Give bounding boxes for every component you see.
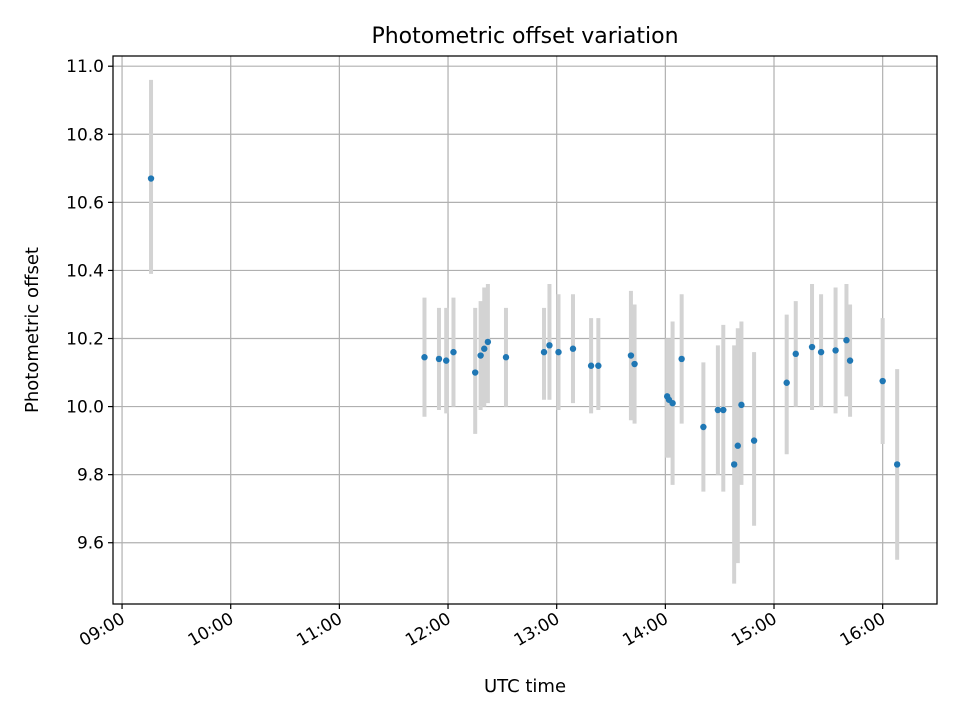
data-point	[730, 461, 738, 468]
x-axis-label: UTC time	[484, 676, 566, 697]
data-point	[792, 350, 799, 358]
data-point	[879, 377, 886, 385]
data-point	[443, 357, 450, 364]
plot-frame	[112, 55, 938, 605]
data-point	[678, 355, 685, 363]
y-tick-label: 10.2	[66, 330, 104, 350]
x-tick-label: 11:00	[293, 609, 345, 651]
data-point	[700, 423, 707, 431]
data-point	[421, 354, 428, 361]
data-point	[546, 342, 553, 349]
x-tick-label: 16:00	[837, 609, 889, 651]
data-point	[627, 352, 635, 359]
data-point	[734, 442, 741, 449]
data-point	[502, 354, 510, 361]
data-point	[587, 362, 595, 369]
x-tick-label: 09:00	[76, 609, 128, 651]
x-tick-label: 14:00	[619, 609, 671, 651]
chart-title: Photometric offset variation	[371, 24, 678, 49]
data-point	[555, 348, 562, 356]
y-tick-label: 10.8	[66, 125, 104, 145]
y-axis-label: Photometric offset	[22, 247, 43, 413]
x-tick-label: 15:00	[728, 609, 780, 651]
y-tick-label: 10.0	[66, 398, 104, 418]
x-tick-label: 12:00	[402, 609, 454, 651]
data-point	[846, 357, 854, 364]
data-point	[832, 347, 839, 354]
data-point	[783, 379, 790, 386]
y-axis-ticks: 9.6 9.8 10.0 10.2 10.4 10.6 10.8 11.0	[66, 57, 113, 554]
data-point	[843, 337, 850, 344]
y-tick-label: 9.8	[77, 466, 104, 486]
data-point	[738, 401, 745, 409]
y-tick-label: 10.4	[66, 261, 104, 281]
data-point	[750, 437, 758, 444]
data-point	[669, 399, 676, 407]
data-points	[147, 175, 901, 468]
data-point	[817, 348, 825, 356]
y-tick-label: 9.6	[77, 534, 104, 554]
error-bars	[149, 79, 900, 584]
y-tick-label: 10.6	[66, 193, 104, 213]
data-point	[808, 343, 816, 351]
y-tick-label: 11.0	[66, 57, 104, 77]
data-point	[595, 362, 602, 369]
data-point	[484, 338, 492, 346]
x-tick-label: 13:00	[511, 609, 563, 651]
x-tick-label: 10:00	[185, 609, 237, 651]
data-point	[450, 348, 457, 356]
data-point	[720, 406, 727, 414]
data-point	[893, 461, 901, 468]
data-point	[569, 345, 577, 352]
x-axis-ticks: 09:00 10:00 11:00 12:00 13:00 14:00 15:00 16:00	[76, 604, 889, 651]
data-point	[435, 355, 443, 363]
data-point	[714, 406, 722, 414]
data-point	[540, 348, 548, 356]
data-point	[477, 352, 484, 359]
data-point	[471, 369, 479, 376]
data-point	[147, 175, 155, 182]
data-point	[481, 345, 488, 352]
data-point	[631, 360, 638, 368]
